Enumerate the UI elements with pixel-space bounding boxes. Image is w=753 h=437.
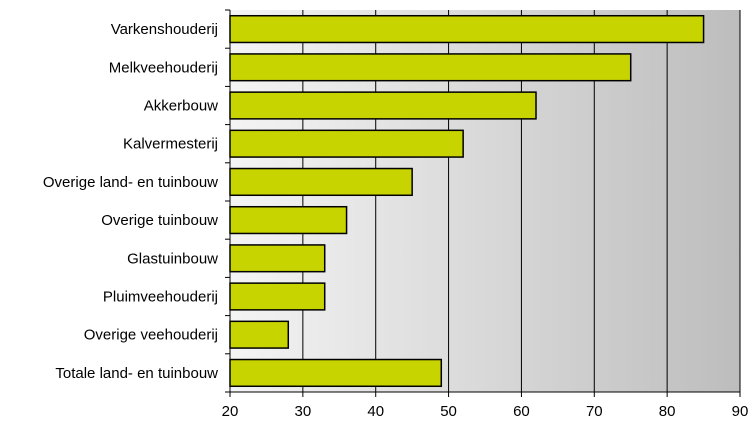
bar [229,14,705,44]
x-tick-label: 80 [659,403,676,420]
bar [229,358,443,388]
category-label: Overige land- en tuinbouw [43,174,218,191]
bar [229,167,413,197]
bar [229,91,537,120]
category-label: Varkenshouderij [111,21,218,38]
x-tick-label: 60 [513,403,530,420]
x-tick-label: 30 [295,403,312,420]
x-tick-label: 20 [222,403,239,420]
bar [229,244,326,273]
x-tick-label: 70 [586,403,603,420]
category-label: Glastuinbouw [127,250,218,267]
bar [229,53,632,82]
category-label: Overige veehouderij [84,327,218,344]
category-label: Melkveehouderij [109,59,218,76]
x-tick-label: 50 [440,403,457,420]
category-label: Totale land- en tuinbouw [55,365,218,382]
category-label: Pluimveehouderij [103,289,218,306]
bar [229,205,348,235]
category-label: Akkerbouw [144,98,218,115]
x-tick-label: 40 [367,403,384,420]
category-label: Kalvermesterij [123,136,218,153]
x-tick-label: 90 [732,403,749,420]
bar [229,282,326,311]
bar [229,129,464,158]
category-label: Overige tuinbouw [101,212,218,229]
bar [229,320,290,349]
